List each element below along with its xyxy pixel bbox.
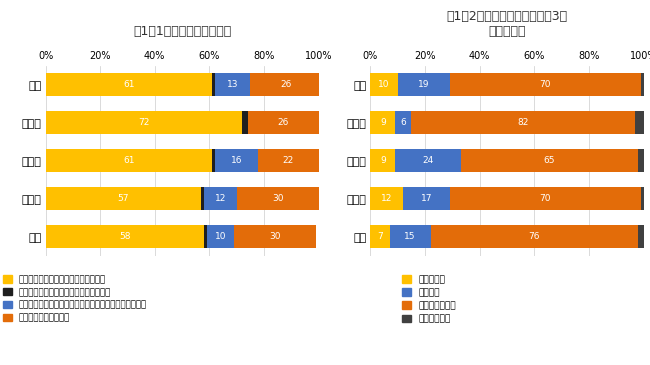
Bar (370, 225, 389, 248)
Text: 82: 82 (517, 118, 529, 127)
Text: 26: 26 (278, 118, 289, 127)
Bar (46, 149, 212, 172)
Bar (430, 225, 638, 248)
Bar (212, 149, 214, 172)
Bar (389, 225, 430, 248)
Text: 9: 9 (380, 118, 385, 127)
Text: 26: 26 (280, 80, 291, 89)
Bar (641, 73, 646, 96)
Bar (46, 111, 242, 134)
Bar (46, 225, 204, 248)
Bar (46, 73, 212, 96)
Text: 12: 12 (214, 194, 226, 203)
Bar (638, 149, 644, 172)
Bar (212, 73, 214, 96)
Bar (411, 111, 635, 134)
Bar (250, 73, 321, 96)
Bar (370, 187, 403, 210)
Text: 70: 70 (540, 80, 551, 89)
Title: 図1－1　減農薬の取り組み: 図1－1 減農薬の取り組み (133, 25, 231, 38)
Bar (450, 187, 641, 210)
Bar (204, 225, 207, 248)
Text: 13: 13 (227, 80, 239, 89)
Text: 19: 19 (418, 80, 430, 89)
Bar (46, 187, 201, 210)
Text: 16: 16 (231, 156, 242, 165)
Bar (641, 187, 644, 210)
Text: 70: 70 (540, 194, 551, 203)
Bar (395, 149, 461, 172)
Text: 6: 6 (400, 118, 406, 127)
Text: 15: 15 (404, 232, 416, 241)
Bar (234, 225, 316, 248)
Bar (638, 225, 644, 248)
Bar (370, 149, 395, 172)
Bar (214, 73, 250, 96)
Bar (259, 149, 318, 172)
Bar (398, 73, 450, 96)
Text: 10: 10 (378, 80, 390, 89)
Text: 57: 57 (118, 194, 129, 203)
Bar (635, 111, 644, 134)
Text: 24: 24 (422, 156, 434, 165)
Text: 30: 30 (272, 194, 283, 203)
Legend: １：増える, ２：減る, ３：変わらない, ４：回答ナシ: １：増える, ２：減る, ３：変わらない, ４：回答ナシ (402, 275, 456, 323)
Text: 9: 9 (380, 156, 385, 165)
Text: 12: 12 (381, 194, 393, 203)
Bar (204, 187, 237, 210)
Text: 58: 58 (119, 232, 131, 241)
Bar (242, 111, 248, 134)
Legend: １：成分数を制限して取り組んでいる, ２：散布回数を制限して取り組んでいる, ３：成分数と散布回数の両方を制限して取り組んでいる, ４：取り組んでいない: １：成分数を制限して取り組んでいる, ２：散布回数を制限して取り組んでいる, ３… (3, 275, 147, 323)
Bar (403, 187, 450, 210)
Text: 30: 30 (269, 232, 281, 241)
Text: 7: 7 (377, 232, 383, 241)
Text: 61: 61 (123, 80, 135, 89)
Bar (450, 73, 641, 96)
Text: 22: 22 (283, 156, 294, 165)
Bar (207, 225, 234, 248)
Bar (370, 73, 398, 96)
Bar (214, 149, 259, 172)
Text: 72: 72 (138, 118, 150, 127)
Title: 図1－2　減農薬の取り組み（3年
後の予想）: 図1－2 減農薬の取り組み（3年 後の予想） (447, 10, 567, 38)
Text: 61: 61 (123, 156, 135, 165)
Bar (237, 187, 318, 210)
Text: 17: 17 (421, 194, 432, 203)
Text: 10: 10 (214, 232, 226, 241)
Bar (201, 187, 204, 210)
Bar (370, 111, 395, 134)
Bar (461, 149, 638, 172)
Bar (248, 111, 318, 134)
Text: 65: 65 (543, 156, 555, 165)
Text: 76: 76 (528, 232, 540, 241)
Bar (395, 111, 411, 134)
